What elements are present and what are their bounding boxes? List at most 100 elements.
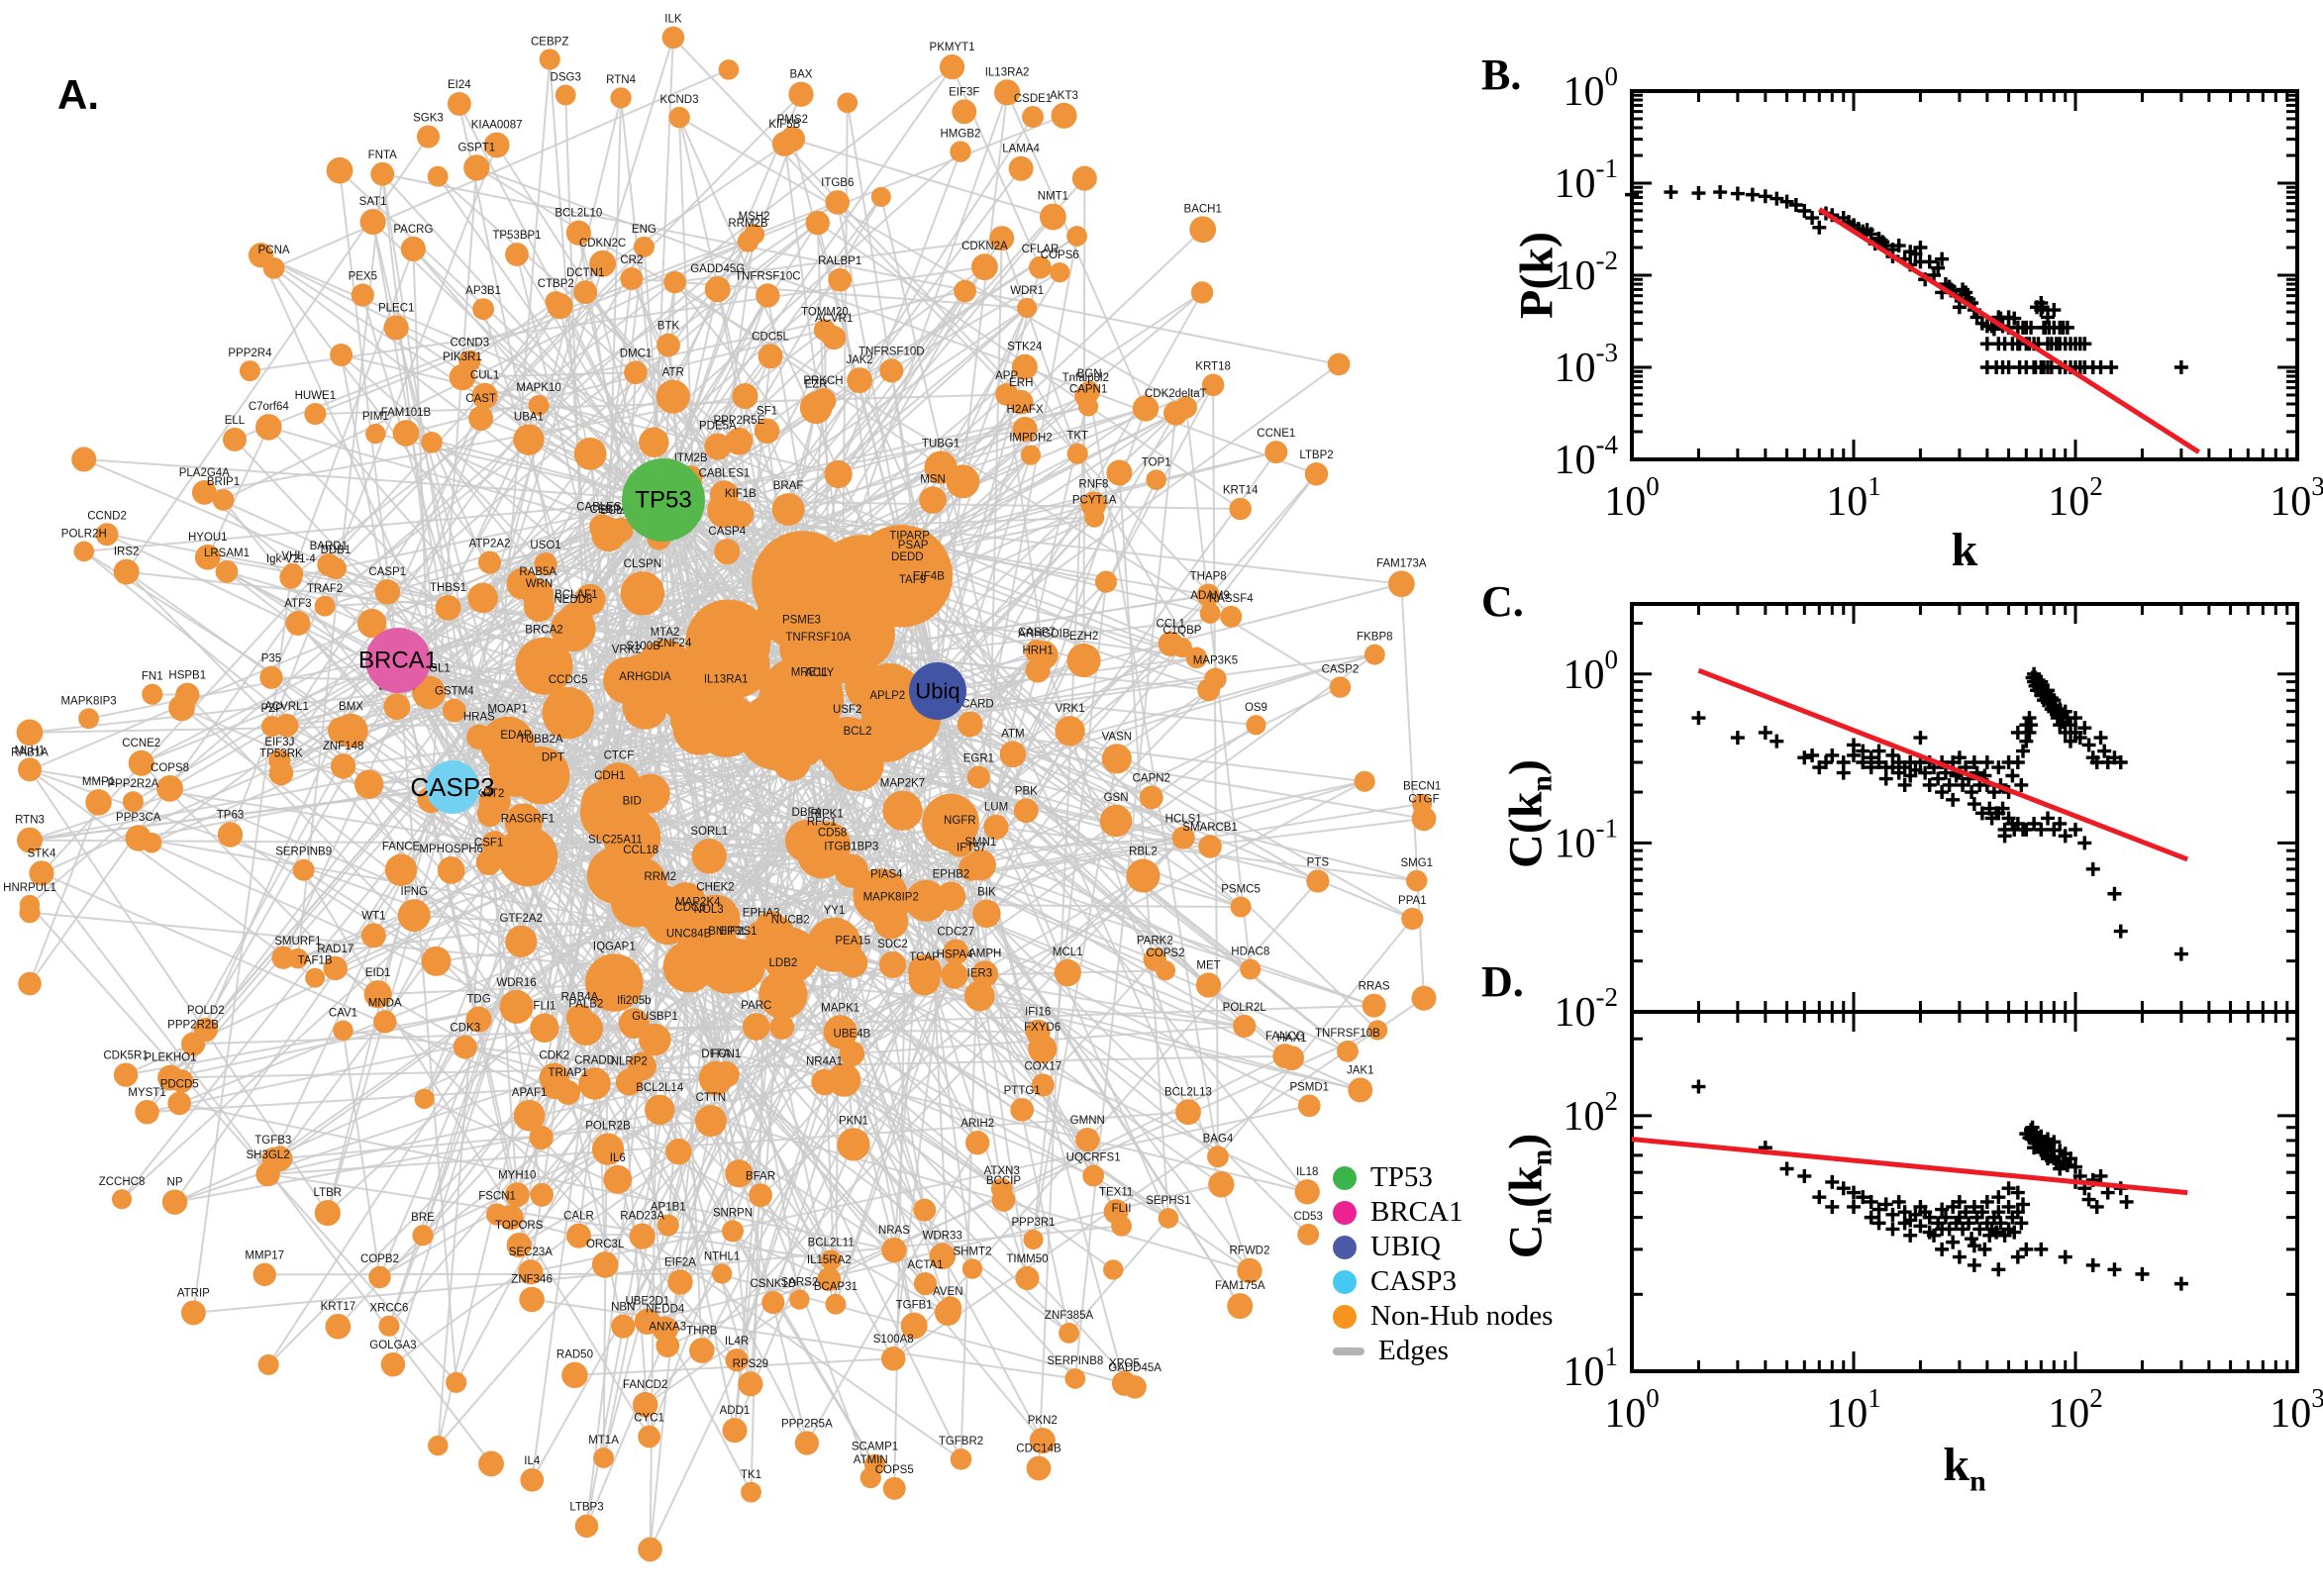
data-point	[2077, 721, 2092, 736]
network-node	[463, 154, 490, 181]
data-point	[1891, 1194, 1906, 1209]
data-point	[2072, 731, 2087, 746]
edge	[340, 354, 399, 661]
network-node	[1405, 869, 1428, 892]
gene-label: IL18	[1296, 1166, 1318, 1178]
gene-label: HAX1	[1277, 1033, 1307, 1045]
gene-label: THAP8	[1190, 571, 1227, 583]
network-node	[961, 1258, 983, 1279]
data-point	[2077, 836, 2092, 850]
gene-label: ORC3L	[586, 1239, 625, 1250]
gene-label: ZNF24	[656, 638, 692, 649]
legend-item-edges: Edges	[1333, 1335, 1553, 1366]
network-node	[737, 231, 759, 252]
edge	[264, 1272, 723, 1276]
data-point	[2014, 1216, 2029, 1231]
network-node	[1229, 497, 1252, 521]
edge	[892, 997, 1425, 1360]
network-node	[1132, 395, 1160, 422]
network-node	[995, 382, 1019, 406]
edge	[644, 837, 1184, 1406]
network-node	[416, 125, 441, 149]
gene-label: EIF3J	[264, 737, 294, 748]
gene-label: C1QBP	[1162, 625, 1201, 637]
edge	[1118, 472, 1169, 1219]
gene-label: MAP2K7	[880, 778, 925, 790]
data-point	[2041, 811, 2056, 826]
network-node	[368, 1265, 391, 1289]
data-point	[2019, 1242, 2034, 1256]
network-node	[354, 769, 384, 799]
network-node	[1008, 155, 1034, 181]
data-point	[2010, 1249, 2025, 1264]
gene-label: BIK	[977, 887, 996, 899]
network-node	[950, 1448, 972, 1470]
network-node	[952, 99, 977, 125]
edge	[413, 499, 664, 917]
gene-label: GUSBP1	[632, 1011, 678, 1023]
gene-label: SGK3	[413, 113, 444, 125]
network-node	[574, 583, 606, 616]
network-node	[518, 1259, 544, 1285]
edge	[285, 305, 561, 727]
gene-label: TP53BP1	[492, 230, 541, 242]
gene-label: USO1	[530, 540, 560, 551]
data-point	[1952, 1249, 1967, 1264]
gene-label: TNFRSF10C	[735, 270, 800, 282]
network-node	[1197, 678, 1221, 702]
gene-label: NEDD4	[646, 1304, 685, 1316]
gene-label: C7orf64	[249, 401, 290, 413]
network-node	[1207, 1146, 1229, 1168]
gene-label: GADD45G	[690, 263, 745, 275]
data-point	[2027, 816, 2042, 831]
gene-label: MPHOSPH6	[419, 844, 483, 855]
axis-tick-label: 10-1	[1555, 813, 1619, 866]
network-node	[881, 1237, 907, 1263]
network-node	[477, 550, 502, 574]
network-node	[959, 854, 985, 881]
edge	[387, 405, 1089, 593]
data-point	[1730, 186, 1745, 201]
data-point	[1991, 760, 2006, 775]
network-node	[1075, 1127, 1100, 1152]
gene-label: RRM2B	[728, 218, 768, 230]
gene-label: BCLAF1	[555, 589, 597, 601]
network-node	[442, 698, 466, 723]
data-point	[1959, 1205, 1973, 1220]
network-node	[870, 186, 891, 207]
legend-label: CASP3	[1370, 1265, 1458, 1297]
gene-label: PDCD5	[160, 1079, 199, 1091]
x-axis-label-k: k	[1952, 523, 1978, 577]
network-node	[741, 1481, 761, 1503]
data-point	[2093, 731, 2108, 746]
gene-label: CASP1	[368, 566, 406, 578]
network-node	[351, 283, 374, 307]
edge	[585, 908, 661, 1527]
network-node	[853, 868, 908, 924]
network-node	[1237, 1257, 1262, 1284]
axis-tick-label: 10-1	[1555, 153, 1619, 207]
data-point	[1847, 1199, 1861, 1214]
data-point	[1825, 1199, 1840, 1214]
gene-label: FANCG	[1265, 1031, 1305, 1043]
network-node	[497, 826, 558, 887]
network-node	[1199, 602, 1221, 624]
network-node	[882, 1476, 906, 1500]
network-node	[1348, 1077, 1373, 1103]
gene-label: CTCF	[604, 749, 635, 761]
edge	[29, 768, 329, 1214]
network-node	[135, 1099, 159, 1125]
data-point	[2007, 311, 2022, 326]
network-node	[128, 749, 154, 776]
gene-label: CCND2	[87, 510, 127, 522]
data-point	[1864, 1210, 1878, 1225]
gene-label: SERPINB9	[275, 847, 332, 858]
network-node	[506, 567, 539, 600]
edge	[908, 307, 1029, 557]
network-node	[141, 832, 162, 853]
gene-label: BCAP31	[814, 1281, 858, 1293]
network-node-labels: TP53RK KIAA0087 THAP8 CDC14B DSG3 NTHL1 CEBPZ V…	[3, 14, 1441, 1514]
gene-label: RAB1A	[11, 747, 49, 758]
network-node	[859, 1467, 881, 1489]
